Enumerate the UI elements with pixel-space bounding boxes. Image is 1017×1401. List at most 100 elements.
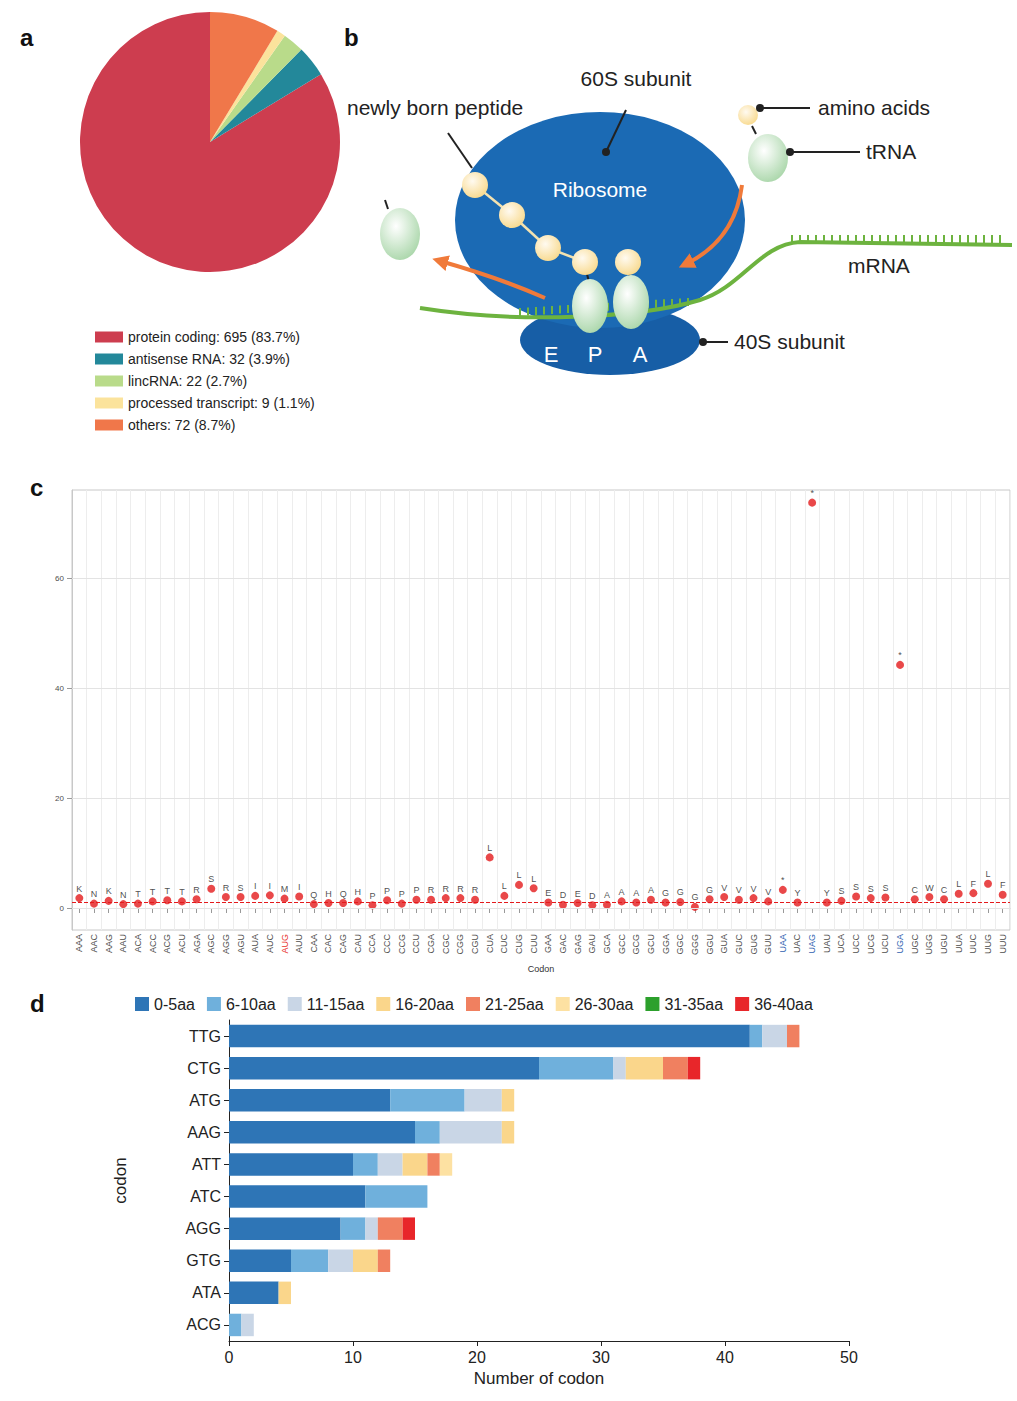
- svg-text:UUG: UUG: [983, 934, 993, 954]
- svg-text:T: T: [135, 889, 141, 899]
- svg-text:CCG: CCG: [397, 934, 407, 954]
- svg-text:V: V: [751, 884, 757, 894]
- svg-text:A: A: [648, 885, 654, 895]
- svg-text:GCG: GCG: [631, 934, 641, 955]
- svg-text:ATG: ATG: [189, 1092, 221, 1109]
- svg-text:30: 30: [592, 1349, 610, 1366]
- svg-text:AUC: AUC: [265, 934, 275, 954]
- svg-text:ATT: ATT: [192, 1156, 221, 1173]
- svg-text:0: 0: [60, 904, 65, 913]
- svg-text:K: K: [76, 884, 82, 894]
- svg-text:R: R: [457, 884, 464, 894]
- svg-text:T: T: [165, 886, 171, 896]
- svg-text:GGU: GGU: [705, 934, 715, 955]
- svg-text:UAG: UAG: [807, 934, 817, 954]
- svg-text:Number of codon: Number of codon: [474, 1369, 604, 1388]
- svg-text:*: *: [810, 488, 814, 498]
- svg-text:ACC: ACC: [148, 934, 158, 954]
- svg-text:V: V: [765, 887, 771, 897]
- svg-text:P: P: [588, 342, 603, 367]
- svg-text:CUU: CUU: [529, 934, 539, 954]
- svg-text:F: F: [1000, 880, 1006, 890]
- svg-text:60S subunit: 60S subunit: [581, 67, 692, 90]
- svg-text:GAA: GAA: [543, 934, 553, 953]
- svg-text:GAC: GAC: [558, 934, 568, 954]
- svg-text:*: *: [898, 650, 902, 660]
- svg-text:amino acids: amino acids: [818, 96, 930, 119]
- svg-text:0: 0: [225, 1349, 234, 1366]
- svg-text:ACU: ACU: [177, 934, 187, 953]
- svg-text:GCU: GCU: [646, 934, 656, 954]
- svg-text:S: S: [238, 883, 244, 893]
- svg-text:UUC: UUC: [968, 934, 978, 954]
- svg-text:K: K: [106, 886, 112, 896]
- svg-text:UAC: UAC: [792, 934, 802, 954]
- svg-text:AAU: AAU: [118, 934, 128, 953]
- svg-text:I: I: [254, 881, 257, 891]
- svg-text:CUC: CUC: [499, 934, 509, 954]
- svg-text:H: H: [355, 887, 362, 897]
- svg-text:R: R: [428, 885, 435, 895]
- svg-text:L: L: [517, 870, 522, 880]
- svg-text:21-25aa: 21-25aa: [485, 996, 544, 1013]
- svg-text:G: G: [677, 887, 684, 897]
- svg-text:GUA: GUA: [719, 934, 729, 954]
- svg-text:AAA: AAA: [74, 934, 84, 952]
- svg-text:GAG: GAG: [573, 934, 583, 954]
- svg-text:P: P: [413, 885, 419, 895]
- svg-text:V: V: [721, 883, 727, 893]
- svg-text:A: A: [604, 890, 610, 900]
- svg-text:others: 72 (8.7%): others: 72 (8.7%): [128, 417, 235, 433]
- svg-text:T: T: [179, 887, 185, 897]
- svg-text:AAG: AAG: [104, 934, 114, 953]
- svg-text:UGC: UGC: [910, 934, 920, 955]
- svg-text:CUA: CUA: [485, 934, 495, 953]
- svg-text:N: N: [120, 890, 127, 900]
- svg-text:ATA: ATA: [192, 1284, 221, 1301]
- svg-text:40S subunit: 40S subunit: [734, 330, 845, 353]
- svg-text:31-35aa: 31-35aa: [664, 996, 723, 1013]
- svg-text:ATC: ATC: [190, 1188, 221, 1205]
- svg-text:UUU: UUU: [998, 934, 1008, 954]
- svg-text:CAU: CAU: [353, 934, 363, 953]
- svg-text:tRNA: tRNA: [866, 140, 916, 163]
- svg-text:S: S: [868, 884, 874, 894]
- svg-text:CTG: CTG: [187, 1060, 221, 1077]
- svg-text:GCA: GCA: [602, 934, 612, 954]
- svg-text:UCC: UCC: [851, 934, 861, 954]
- svg-text:UCG: UCG: [866, 934, 876, 954]
- svg-text:processed transcript: 9 (1.1%): processed transcript: 9 (1.1%): [128, 395, 315, 411]
- svg-text:S: S: [882, 883, 888, 893]
- svg-text:26-30aa: 26-30aa: [575, 996, 634, 1013]
- svg-text:Y: Y: [794, 888, 800, 898]
- svg-text:I: I: [298, 882, 301, 892]
- svg-text:L: L: [487, 843, 492, 853]
- svg-text:GUU: GUU: [763, 934, 773, 954]
- svg-text:40: 40: [716, 1349, 734, 1366]
- svg-text:AGG: AGG: [185, 1220, 221, 1237]
- svg-text:CCU: CCU: [411, 934, 421, 954]
- svg-text:E: E: [545, 888, 551, 898]
- svg-text:CAC: CAC: [323, 934, 333, 954]
- svg-text:A: A: [633, 342, 648, 367]
- svg-text:G: G: [706, 885, 713, 895]
- svg-text:C: C: [941, 885, 948, 895]
- svg-text:GAU: GAU: [587, 934, 597, 954]
- svg-text:ACA: ACA: [133, 934, 143, 953]
- svg-text:A: A: [633, 888, 639, 898]
- svg-text:UUA: UUA: [954, 934, 964, 953]
- svg-text:AUG: AUG: [280, 934, 290, 954]
- svg-text:16-20aa: 16-20aa: [395, 996, 454, 1013]
- svg-text:I: I: [269, 881, 272, 891]
- svg-text:L: L: [502, 881, 507, 891]
- svg-text:CGA: CGA: [426, 934, 436, 954]
- svg-text:CUG: CUG: [514, 934, 524, 954]
- svg-text:E: E: [544, 342, 559, 367]
- svg-text:0-5aa: 0-5aa: [154, 996, 195, 1013]
- svg-text:40: 40: [55, 684, 64, 693]
- svg-text:L: L: [531, 874, 536, 884]
- svg-text:36-40aa: 36-40aa: [754, 996, 813, 1013]
- svg-text:lincRNA: 22 (2.7%): lincRNA: 22 (2.7%): [128, 373, 247, 389]
- svg-text:GGC: GGC: [675, 934, 685, 955]
- svg-text:C: C: [911, 885, 918, 895]
